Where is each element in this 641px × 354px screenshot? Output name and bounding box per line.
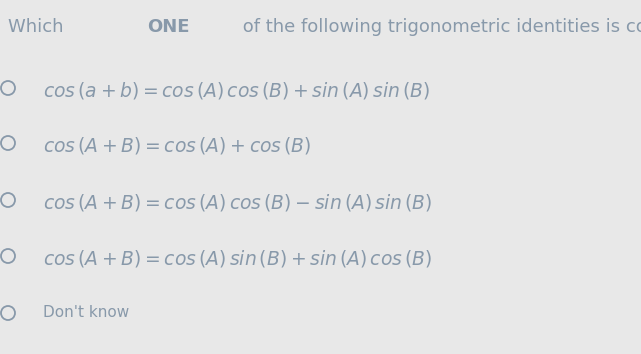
Text: $\mathit{cos}\,(A + B) = \mathit{cos}\,(A)\,\mathit{cos}\,(B) - \mathit{sin}\,(A: $\mathit{cos}\,(A + B) = \mathit{cos}\,(… bbox=[43, 192, 432, 213]
Text: $\mathit{cos}\,(a + b) = \mathit{cos}\,(A)\,\mathit{cos}\,(B) + \mathit{sin}\,(A: $\mathit{cos}\,(a + b) = \mathit{cos}\,(… bbox=[43, 80, 430, 101]
Text: Don't know: Don't know bbox=[43, 305, 129, 320]
Text: ONE: ONE bbox=[147, 18, 190, 36]
Text: Which: Which bbox=[8, 18, 69, 36]
Text: $\mathit{cos}\,(A + B) = \mathit{cos}\,(A) + \mathit{cos}\,(B)$: $\mathit{cos}\,(A + B) = \mathit{cos}\,(… bbox=[43, 135, 312, 156]
Text: $\mathit{cos}\,(A + B) = \mathit{cos}\,(A)\,\mathit{sin}\,(B) + \mathit{sin}\,(A: $\mathit{cos}\,(A + B) = \mathit{cos}\,(… bbox=[43, 248, 432, 269]
Text: of the following trigonometric identities is correct?: of the following trigonometric identitie… bbox=[237, 18, 641, 36]
